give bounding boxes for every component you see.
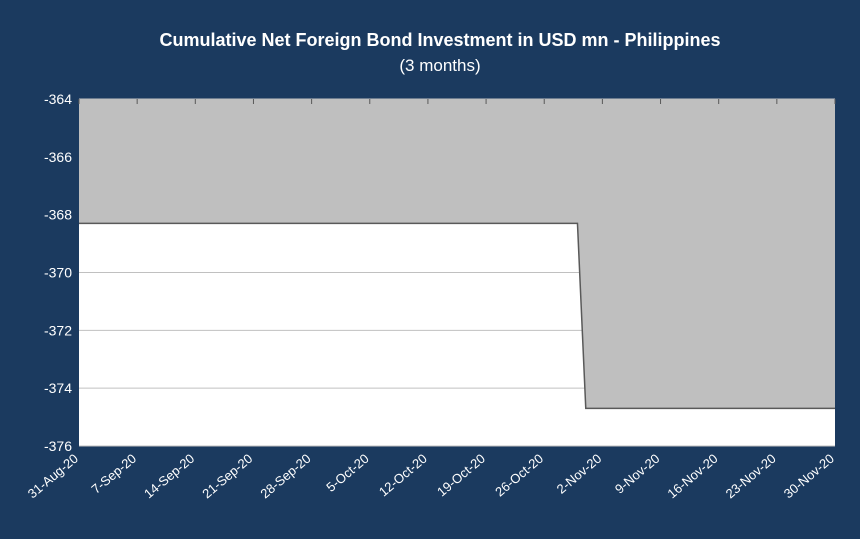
series-line [79,222,835,410]
y-tick-label: -374 [44,380,72,396]
y-tick-label: -376 [44,438,72,454]
y-tick-label: -366 [44,149,72,165]
y-tick-label: -368 [44,207,72,223]
y-tick-label: -370 [44,265,72,281]
plot-area [78,98,836,447]
y-tick-label: -364 [44,91,72,107]
chart-title: Cumulative Net Foreign Bond Investment i… [159,30,720,50]
y-tick-label: -372 [44,322,72,338]
chart-subtitle: (3 months) [399,56,480,75]
series-area [79,99,835,409]
y-axis: -364 -366 -368 -370 -372 -374 -376 [44,91,72,454]
